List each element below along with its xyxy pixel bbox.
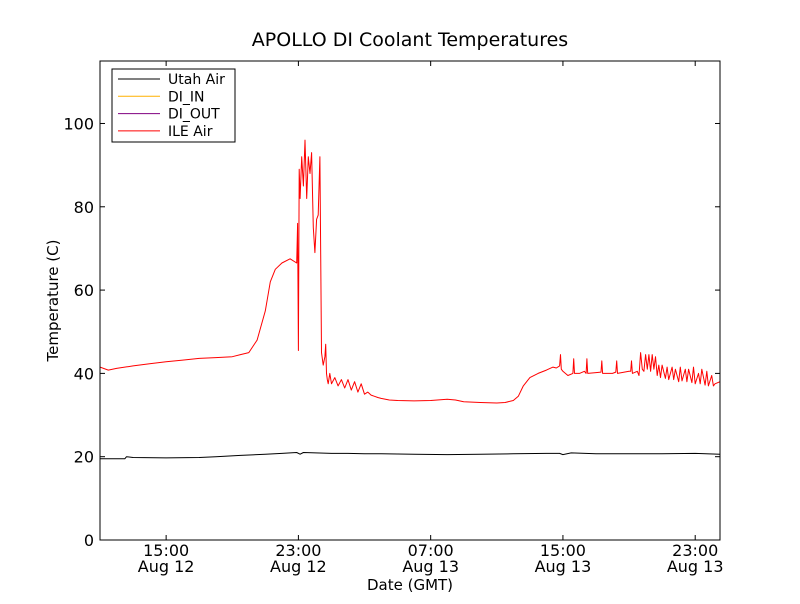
x-tick-label-time: 07:00 [408, 541, 454, 560]
series-line-ile-air [100, 139, 720, 404]
legend-label-ile-air: ILE Air [168, 124, 213, 140]
x-tick-label-date: Aug 12 [138, 557, 195, 576]
x-tick-label-date: Aug 13 [535, 557, 592, 576]
x-tick-label-time: 23:00 [275, 541, 321, 560]
y-tick-label: 60 [74, 281, 94, 300]
series-line-utah-air [100, 452, 720, 460]
y-tick-label: 80 [74, 198, 94, 217]
y-tick-label: 40 [74, 364, 94, 383]
plot-frame [99, 60, 721, 541]
x-tick-label-time: 15:00 [143, 541, 189, 560]
y-tick-label: 0 [84, 531, 94, 550]
series-layer [100, 139, 720, 460]
x-axis-label: Date (GMT) [367, 576, 453, 594]
y-tick-label: 100 [63, 114, 94, 133]
x-tick-label-time: 23:00 [672, 541, 718, 560]
chart-title: APOLLO DI Coolant Temperatures [252, 29, 568, 51]
x-tick-label-date: Aug 13 [667, 557, 724, 576]
x-tick-label-time: 15:00 [540, 541, 586, 560]
legend-label-utah-air: Utah Air [168, 72, 225, 88]
x-tick-label-date: Aug 13 [402, 557, 459, 576]
y-axis-label: Temperature (C) [44, 240, 62, 363]
legend-label-di-out: DI_OUT [168, 107, 220, 123]
legend-box [111, 68, 236, 143]
legend-label-di-in: DI_IN [168, 89, 205, 105]
y-tick-label: 20 [74, 448, 94, 467]
x-tick-label-date: Aug 12 [270, 557, 327, 576]
